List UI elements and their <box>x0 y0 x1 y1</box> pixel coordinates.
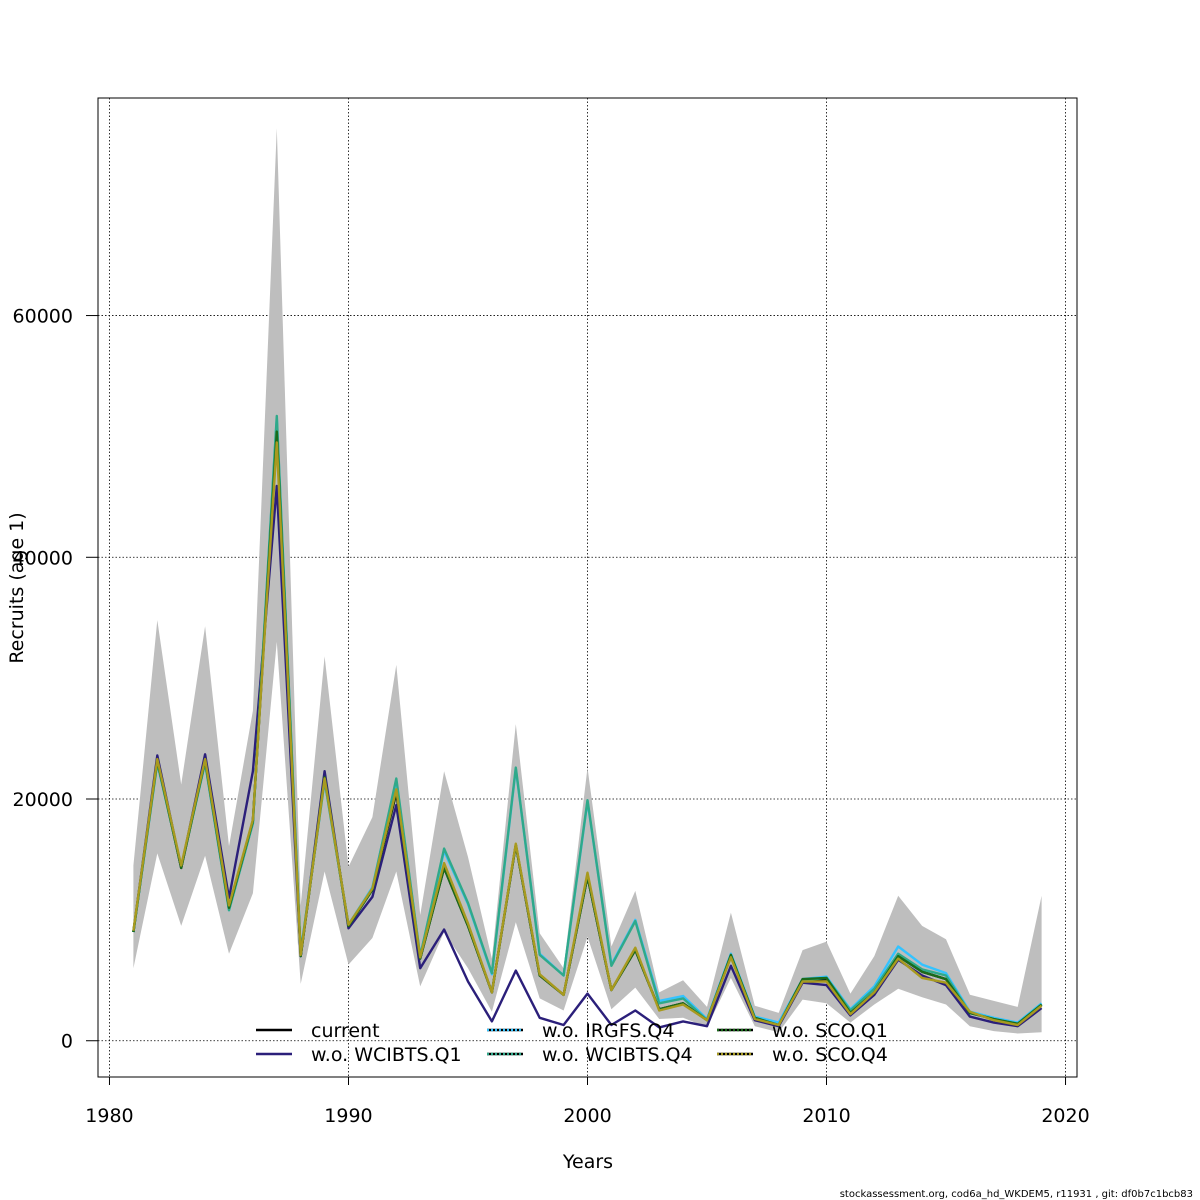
legend-item-0: current <box>256 1020 380 1042</box>
confidence-band-layer <box>133 128 1042 1034</box>
axes: 1980 1990 2000 2010 2020 0 20000 40000 60000 <box>13 306 1090 1127</box>
legend-label-1: w.o. WCIBTS.Q1 <box>311 1044 462 1066</box>
x-tick-label-3: 2010 <box>802 1105 850 1127</box>
series-line-5 <box>132 441 1043 1027</box>
legend-item-1: w.o. WCIBTS.Q1 <box>256 1044 462 1066</box>
legend-label-4: w.o. SCO.Q1 <box>772 1020 888 1042</box>
confidence-band <box>133 128 1042 1034</box>
y-tick-label-2: 40000 <box>13 547 73 569</box>
legend-label-0: current <box>311 1020 380 1042</box>
y-axis-title: Recruits (age 1) <box>6 512 28 663</box>
y-tick-label-0: 0 <box>61 1031 73 1053</box>
legend-label-2: w.o. IRGFS.Q4 <box>542 1020 674 1042</box>
x-axis-title: Years <box>562 1151 613 1173</box>
legend-item-3: w.o. WCIBTS.Q4 <box>487 1044 693 1066</box>
y-tick-label-1: 20000 <box>13 789 73 811</box>
legend-item-2: w.o. IRGFS.Q4 <box>487 1020 674 1042</box>
legend-label-5: w.o. SCO.Q4 <box>772 1044 888 1066</box>
series-lines-layer <box>132 414 1043 1029</box>
footer-credit: stockassessment.org, cod6a_hd_WKDEM5, r1… <box>840 1189 1193 1200</box>
x-tick-label-2: 2000 <box>563 1105 611 1127</box>
y-tick-label-3: 60000 <box>13 306 73 328</box>
legend-label-3: w.o. WCIBTS.Q4 <box>542 1044 693 1066</box>
x-tick-label-1: 1990 <box>324 1105 372 1127</box>
legend-item-5: w.o. SCO.Q4 <box>717 1044 888 1066</box>
legend-item-4: w.o. SCO.Q1 <box>717 1020 888 1042</box>
x-tick-label-0: 1980 <box>85 1105 133 1127</box>
x-tick-label-4: 2020 <box>1041 1105 1089 1127</box>
